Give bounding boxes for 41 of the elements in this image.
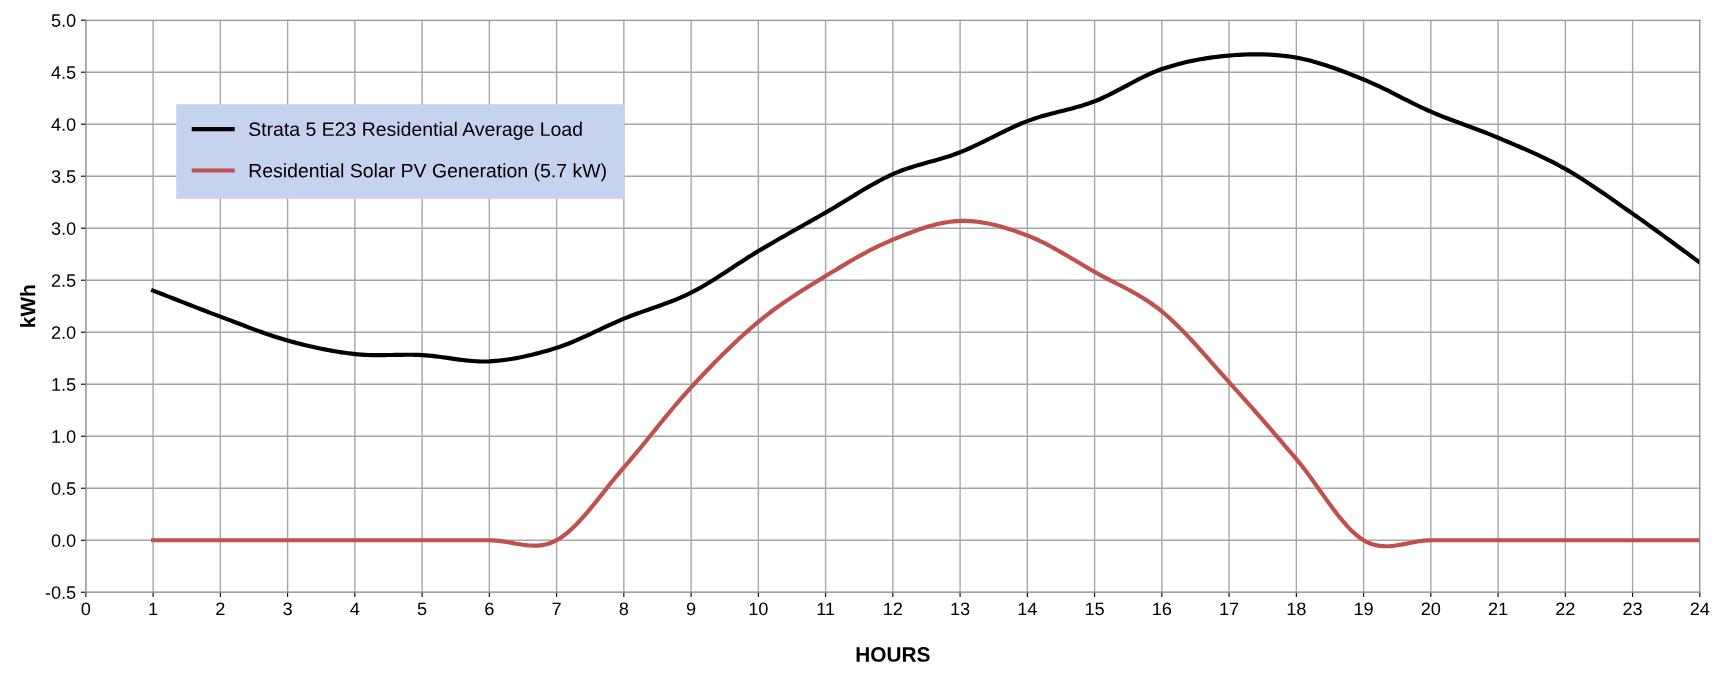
x-tick-label: 15 — [1085, 602, 1104, 616]
x-tick-label: 12 — [884, 602, 902, 616]
y-tick-label: 2.5 — [51, 274, 76, 287]
y-tick-label: 3.0 — [51, 222, 76, 235]
x-tick-label: 9 — [686, 602, 696, 616]
y-tick-label: 0.5 — [51, 482, 76, 495]
x-tick-label: 23 — [1623, 602, 1642, 616]
x-tick-label: 18 — [1287, 602, 1306, 616]
x-tick-label: 7 — [552, 602, 561, 616]
y-axis-title: kWh — [20, 285, 36, 327]
x-tick-label: 20 — [1421, 602, 1441, 616]
x-tick-label: 11 — [817, 602, 835, 616]
y-tick-label: 4.5 — [51, 66, 76, 79]
y-tick-label: 4.0 — [51, 118, 76, 131]
x-tick-label: 10 — [749, 602, 768, 616]
x-tick-label: 4 — [350, 602, 360, 616]
y-tick-label: 1.0 — [52, 430, 76, 443]
x-tick-label: 6 — [485, 602, 494, 616]
x-tick-label: 14 — [1018, 602, 1037, 616]
y-tick-label: 1.5 — [52, 378, 76, 391]
x-tick-label: 21 — [1488, 602, 1508, 616]
y-tick-label: 3.5 — [51, 170, 76, 183]
y-tick-label: -0.5 — [45, 586, 76, 599]
legend-label: Residential Solar PV Generation (5.7 kW) — [249, 163, 606, 182]
x-tick-label: 22 — [1556, 602, 1575, 616]
x-axis-title: HOURS — [856, 647, 930, 662]
y-tick-label: 5.0 — [51, 14, 76, 27]
x-tick-label: 13 — [951, 602, 970, 616]
x-tick-label: 24 — [1690, 602, 1710, 616]
x-tick-label: 3 — [283, 602, 292, 616]
x-tick-label: 1 — [149, 602, 158, 616]
x-tick-label: 2 — [216, 602, 225, 616]
legend-label: Strata 5 E23 Residential Average Load — [249, 121, 582, 140]
x-tick-label: 8 — [619, 602, 629, 616]
x-tick-label: 5 — [417, 602, 427, 616]
x-tick-label: 16 — [1153, 602, 1172, 616]
x-tick-label: 0 — [81, 602, 91, 616]
x-tick-label: 17 — [1220, 602, 1239, 616]
x-tick-label: 19 — [1354, 602, 1373, 616]
y-tick-label: 0.0 — [51, 534, 76, 547]
y-tick-label: 2.0 — [51, 326, 76, 339]
